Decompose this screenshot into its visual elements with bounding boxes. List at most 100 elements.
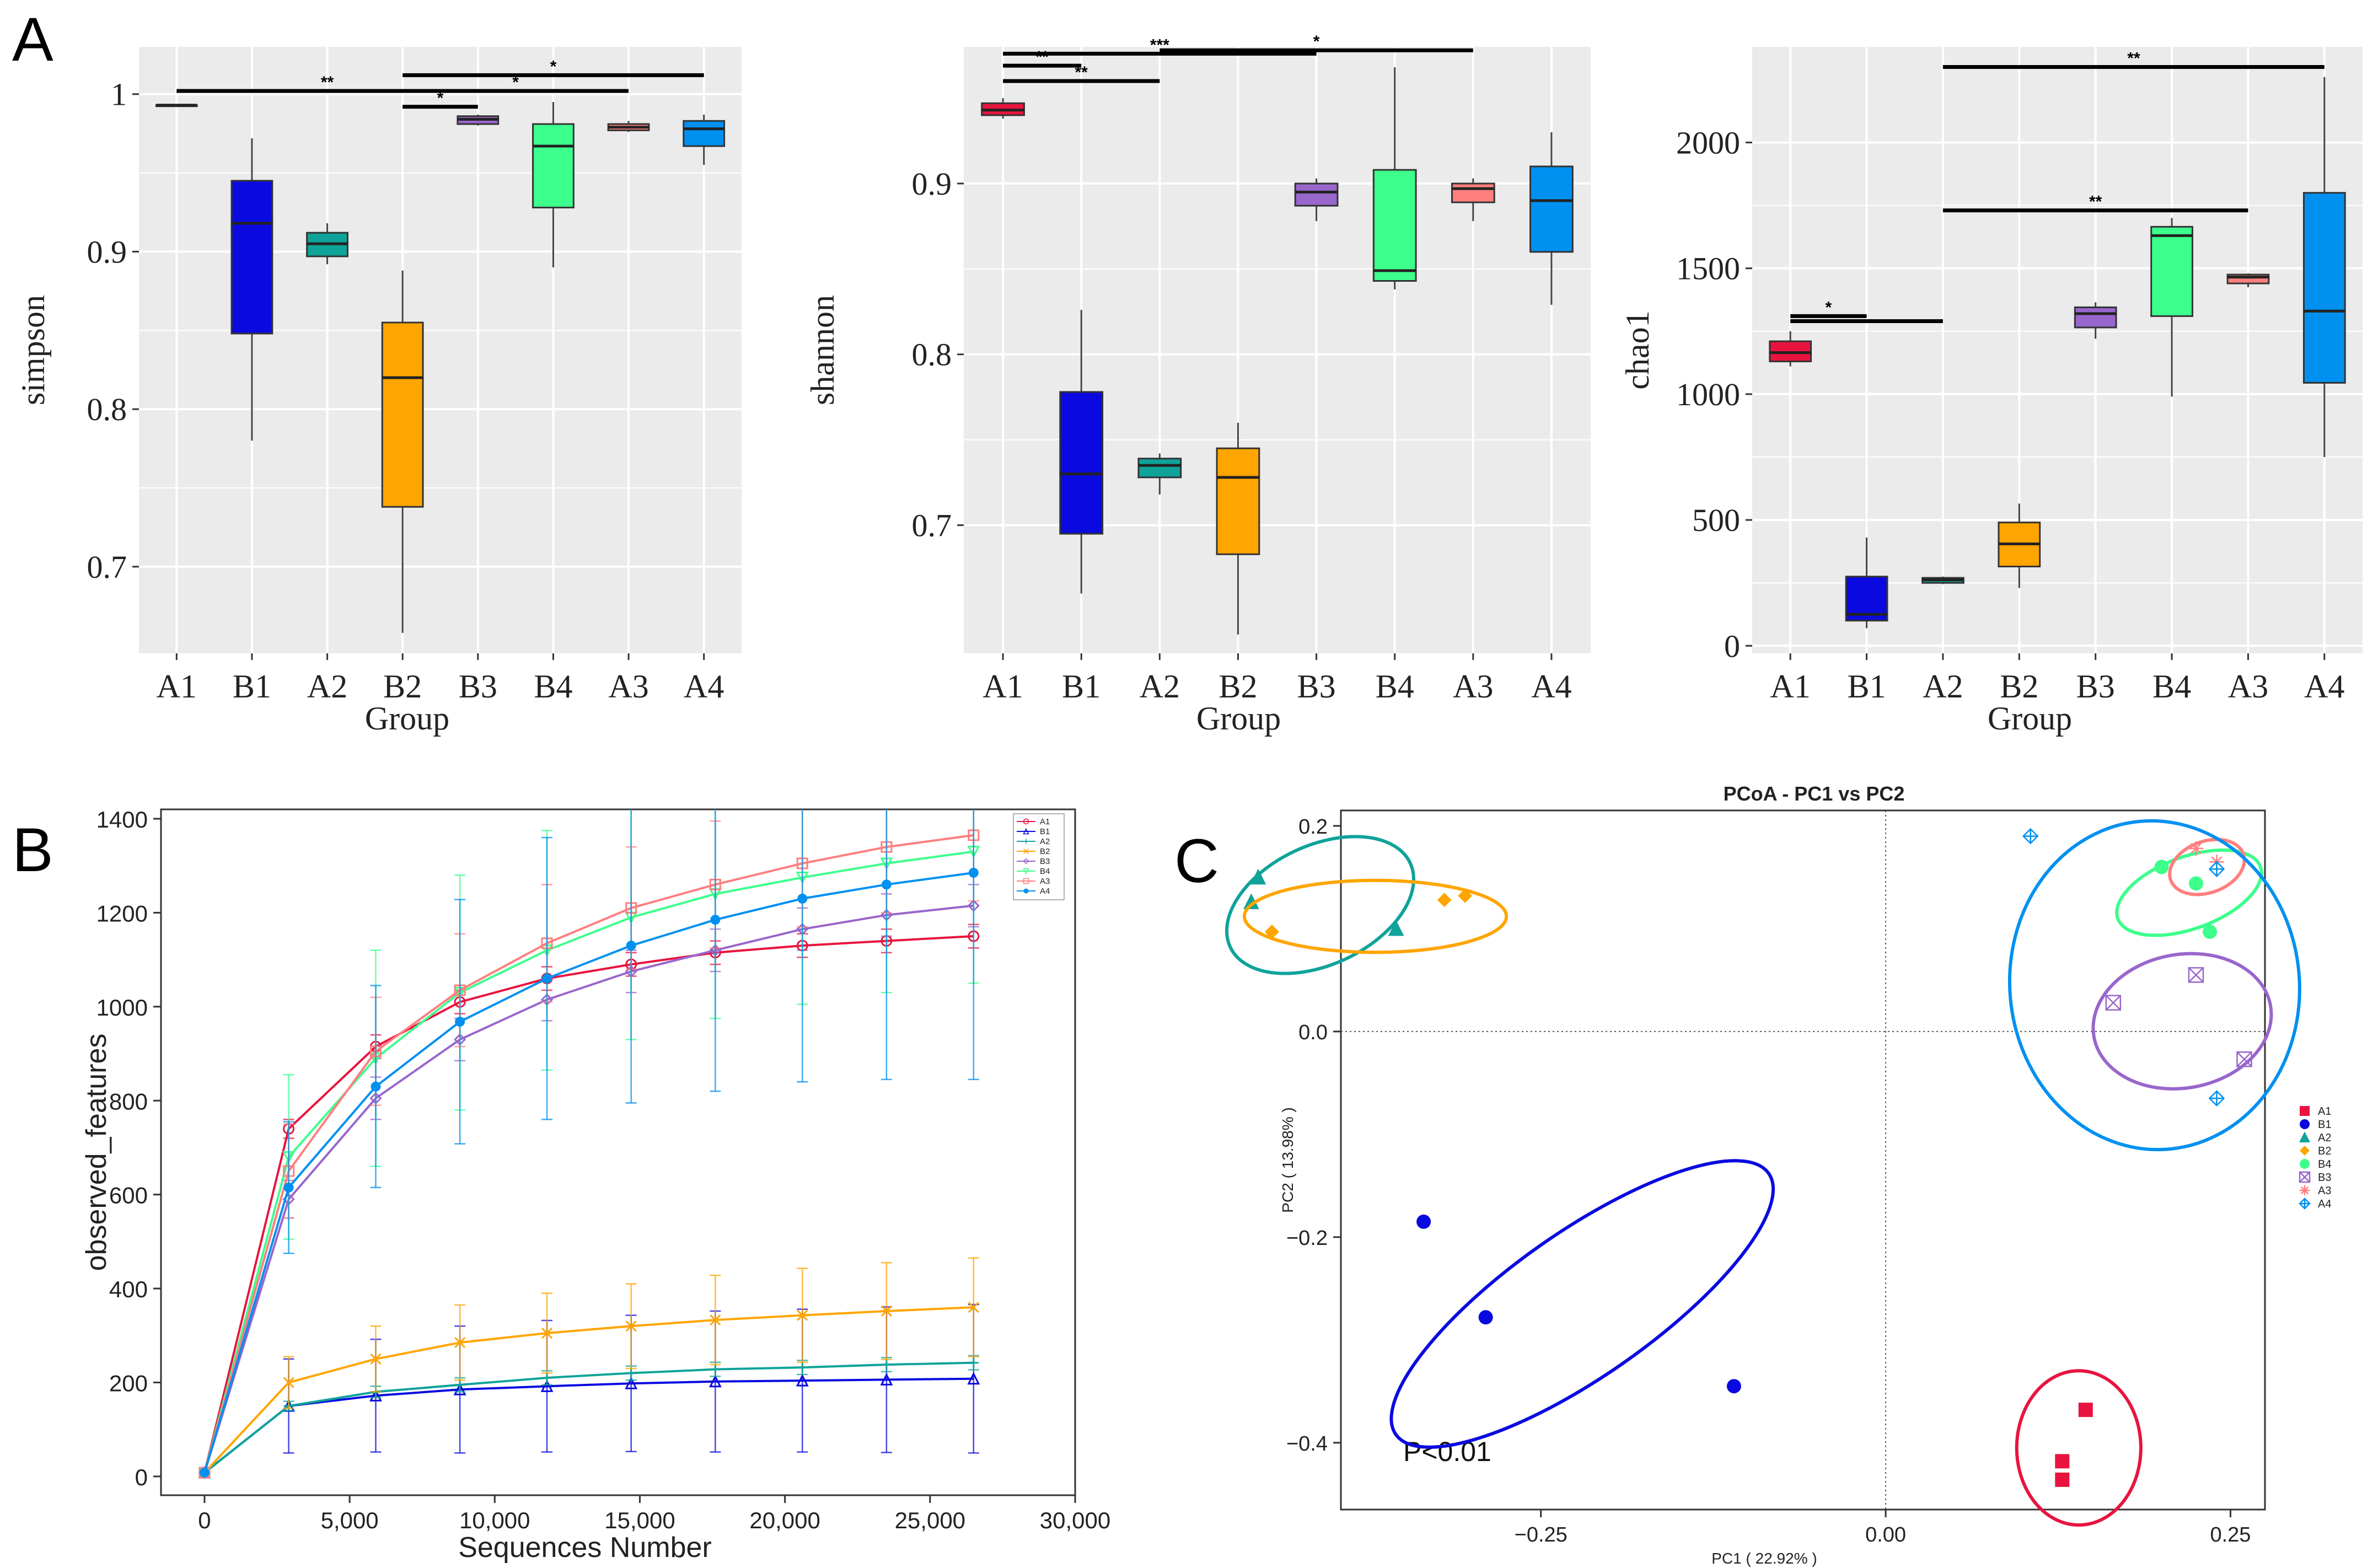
pcoa-point-B2	[1264, 925, 1279, 939]
pcoa-legend-marker-B2	[2300, 1146, 2310, 1156]
pcoa-point-A1	[2055, 1472, 2070, 1487]
rarefaction-point-B2	[797, 1309, 808, 1321]
rarefaction-legend-label: B2	[1040, 847, 1050, 856]
pcoa-point-B1	[1478, 1310, 1493, 1325]
rarefaction-point-A2	[626, 1368, 636, 1378]
rarefaction-x-tick-label: 20,000	[749, 1507, 820, 1533]
chao1-x-tick-label: B3	[2076, 668, 2115, 705]
rarefaction-line-B4	[203, 850, 974, 1473]
pcoa-scatter-plot: PCoA - PC1 vs PC2 −0.4 −0.2 0.0 0.2 −0.25 0.00…	[1225, 782, 2331, 1567]
rarefaction-y-tick-label: 200	[109, 1371, 148, 1397]
simpson-x-tick-label: B2	[383, 668, 422, 705]
shannon-significance-label: **	[1035, 48, 1049, 66]
rarefaction-legend-marker-B2	[1023, 848, 1029, 855]
rarefaction-point-A2	[710, 1364, 721, 1374]
pcoa-point-B4	[2154, 860, 2169, 874]
rarefaction-point-B1	[796, 1373, 809, 1387]
rarefaction-x-tick-label: 30,000	[1040, 1507, 1110, 1533]
shannon-x-axis-title: Group	[1196, 700, 1281, 737]
chao1-x-tick-label: A2	[1923, 668, 1963, 705]
rarefaction-point-A4	[455, 1017, 465, 1027]
pcoa-point-B4	[2202, 925, 2217, 939]
rarefaction-legend-label: A2	[1040, 837, 1050, 846]
rarefaction-plot-frame	[160, 808, 1076, 1496]
shannon-x-tick-label: B4	[1376, 668, 1414, 705]
pcoa-point-B4	[2188, 876, 2203, 891]
simpson-boxplot: 0.70.80.91 *****A1 B1 A2 B2 B3 B4 A3 A4Groupsimp…	[15, 47, 742, 737]
simpson-plot-background	[139, 47, 742, 653]
simpson-x-tick-label: B4	[534, 668, 572, 705]
pcoa-group-B1	[1389, 1159, 1775, 1449]
pcoa-point-A1	[2078, 1403, 2093, 1417]
shannon-significance-label: **	[1075, 63, 1088, 82]
pcoa-x-tick-label: −0.25	[1515, 1523, 1568, 1546]
pcoa-ellipse-A2	[1225, 835, 1415, 975]
pcoa-plot-frame	[1340, 809, 2266, 1511]
rarefaction-legend-marker-A1	[1023, 818, 1029, 825]
rarefaction-line-A3	[203, 834, 974, 1473]
simpson-y-tick-label: 0.7	[87, 549, 127, 585]
chao1-y-tick-label: 500	[1692, 502, 1740, 538]
shannon-box-B4	[1372, 169, 1417, 282]
rarefaction-legend-marker-A3	[1023, 878, 1029, 884]
rarefaction-point-A2	[881, 1360, 892, 1370]
rarefaction-y-axis-title: observed_features	[80, 1034, 112, 1271]
rarefaction-x-tick-label: 15,000	[604, 1507, 675, 1533]
pcoa-legend-marker-A1	[2300, 1106, 2310, 1116]
pcoa-point-A2	[1388, 920, 1404, 936]
rarefaction-y-tick-label: 1200	[96, 900, 148, 926]
pcoa-legend-label: B2	[2318, 1145, 2331, 1157]
rarefaction-series-B4	[198, 809, 980, 1480]
pcoa-legend-marker-B3	[2299, 1171, 2311, 1183]
chao1-significance-label: **	[2127, 50, 2140, 68]
simpson-significance-label: *	[437, 89, 444, 108]
pcoa-legend-label: B4	[2318, 1158, 2331, 1170]
rarefaction-x-tick-label: 0	[198, 1507, 211, 1533]
rarefaction-point-A2	[797, 1362, 808, 1373]
rarefaction-line-B2	[203, 1306, 974, 1474]
pcoa-group-B3	[2091, 952, 2273, 1091]
rarefaction-series-A3	[198, 809, 980, 1479]
chao1-plot-background	[1752, 47, 2363, 653]
rarefaction-point-A2	[455, 1379, 465, 1390]
pcoa-legend-label: A4	[2318, 1198, 2331, 1210]
pcoa-point-B3	[2105, 995, 2122, 1011]
shannon-box-A4	[1529, 165, 1574, 253]
chao1-y-tick-label: 0	[1724, 628, 1740, 664]
simpson-box-B2	[381, 321, 424, 508]
rarefaction-legend-marker-B1	[1023, 828, 1029, 835]
rarefaction-point-B1	[540, 1379, 554, 1392]
pcoa-ellipse-A4	[2007, 819, 2301, 1152]
rarefaction-legend-marker-A4	[1023, 888, 1029, 894]
rarefaction-point-B2	[968, 1302, 979, 1313]
chao1-x-tick-label: B2	[2000, 668, 2038, 705]
pcoa-ellipse-B2	[1242, 878, 1509, 954]
pcoa-group-A2	[1225, 835, 1415, 975]
chao1-x-tick-label: A1	[1770, 668, 1811, 705]
rarefaction-series-B2	[198, 1257, 979, 1479]
chao1-x-tick-label: B1	[1848, 668, 1886, 705]
shannon-x-tick-label: A4	[1531, 668, 1571, 705]
simpson-x-tick-label: A2	[307, 668, 347, 705]
rarefaction-line-A1	[203, 935, 974, 1473]
simpson-x-tick-label: A3	[608, 668, 648, 705]
pcoa-point-A4	[2208, 861, 2225, 878]
rarefaction-point-A4	[968, 868, 979, 878]
chao1-box-B4	[2150, 225, 2193, 317]
rarefaction-point-A4	[797, 893, 808, 904]
chao1-significance-label: **	[2089, 193, 2102, 211]
simpson-y-tick-label: 1	[111, 77, 127, 112]
pcoa-legend-label: B1	[2318, 1119, 2331, 1131]
pcoa-point-A2	[1243, 893, 1259, 909]
pcoa-point-A4	[2208, 1090, 2225, 1107]
shannon-box-B1	[1059, 391, 1104, 535]
pcoa-x-tick-label: 0.00	[1865, 1523, 1906, 1546]
rarefaction-point-B1	[625, 1376, 638, 1389]
rarefaction-point-B2	[710, 1314, 721, 1326]
pcoa-legend-label: A1	[2318, 1105, 2331, 1118]
panel-label-a: A	[12, 5, 53, 74]
chao1-y-axis-title: chao1	[1619, 310, 1656, 389]
shannon-box-B2	[1216, 447, 1260, 555]
pcoa-title: PCoA - PC1 vs PC2	[1724, 782, 1905, 805]
rarefaction-legend-label: A4	[1040, 887, 1050, 896]
